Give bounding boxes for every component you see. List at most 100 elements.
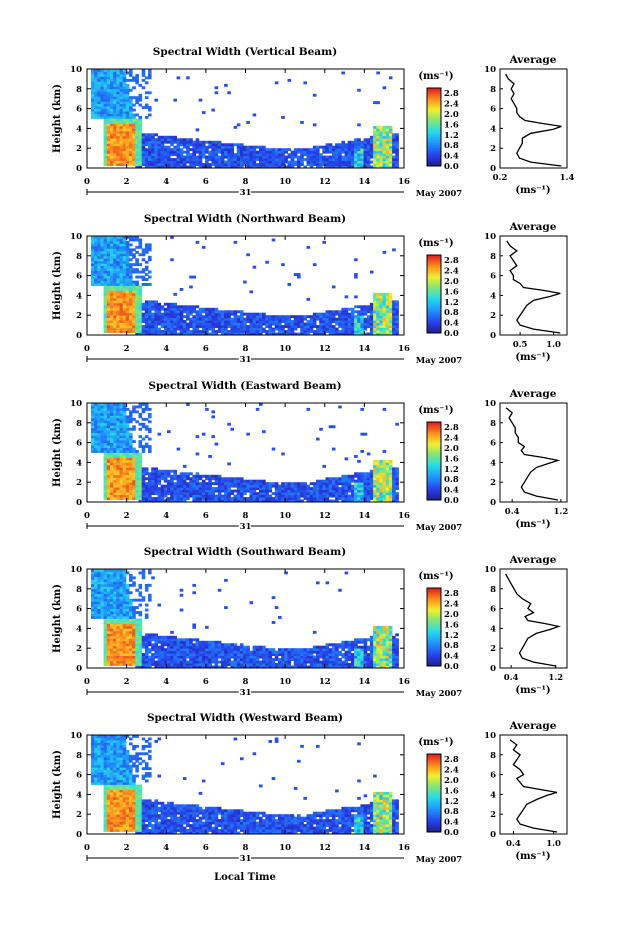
heatmap-cell — [132, 315, 136, 319]
heatmap-cell — [125, 273, 130, 276]
colorbar-swatch — [427, 461, 441, 464]
heatmap-cell — [395, 320, 399, 323]
heatmap-cell — [331, 285, 336, 289]
heatmap-cell — [110, 98, 114, 102]
heatmap-cell — [129, 238, 133, 242]
heatmap-cell — [182, 474, 187, 478]
colorbar-swatch — [427, 294, 441, 297]
heatmap-cell — [205, 474, 209, 478]
heatmap-cell — [255, 499, 260, 503]
heatmap-cell — [135, 325, 139, 328]
heatmap-cell — [331, 487, 336, 490]
heatmap-cell — [129, 427, 133, 431]
heatmap-cell — [119, 430, 124, 434]
heatmap-cell — [233, 484, 238, 488]
heatmap-cell — [341, 330, 345, 333]
heatmap-cell — [154, 317, 158, 321]
heatmap-cell — [224, 487, 228, 490]
heatmap-cell — [379, 479, 383, 483]
heatmap-cell — [94, 260, 98, 264]
heatmap-cell — [303, 148, 307, 152]
heatmap-cell — [132, 238, 136, 242]
heatmap-cell — [312, 489, 317, 493]
heatmap-cell — [354, 310, 358, 314]
heatmap-cell — [129, 121, 133, 124]
heatmap-cell — [138, 462, 143, 466]
heatmap-cell — [110, 447, 114, 451]
heatmap-cell — [116, 265, 120, 269]
heatmap-cell — [100, 86, 105, 90]
heatmap-cell — [144, 317, 149, 321]
heatmap-cell — [113, 477, 117, 481]
heatmap-cell — [100, 278, 105, 281]
heatmap-cell — [116, 603, 120, 607]
heatmap-cell — [262, 482, 266, 486]
heatmap-cell — [138, 297, 143, 301]
heatmap-cell — [366, 474, 371, 478]
heatmap-cell — [224, 163, 228, 166]
heatmap-cell — [262, 148, 266, 152]
heatmap-cell — [233, 310, 238, 314]
heatmap-cell — [94, 405, 98, 409]
heatmap-cell — [122, 275, 127, 279]
heatmap-cell — [176, 143, 181, 147]
colorbar-swatch — [427, 466, 441, 470]
heatmap-cell — [135, 297, 139, 301]
heatmap-cell — [125, 484, 130, 488]
heatmap-cell — [208, 315, 212, 319]
heatmap-cell — [103, 601, 108, 605]
heatmap-cell — [119, 606, 124, 609]
heatmap-cell — [338, 153, 342, 157]
heatmap-cell — [125, 143, 130, 147]
heatmap-cell — [106, 103, 111, 107]
heatmap-cell — [382, 325, 387, 328]
heatmap-cell — [249, 153, 254, 157]
heatmap-cell — [176, 327, 181, 331]
heatmap-cell — [160, 494, 165, 498]
heatmap-cell — [100, 258, 105, 262]
heatmap-cell — [211, 482, 215, 486]
heatmap-cell — [236, 150, 241, 154]
heatmap-cell — [366, 484, 371, 488]
heatmap-cell — [373, 472, 377, 476]
heatmap-cell — [144, 487, 149, 490]
colorbar-tick-label: 0.4 — [444, 319, 459, 329]
heatmap-cell — [335, 155, 339, 159]
heatmap-cell — [186, 143, 190, 147]
heatmap-cell — [135, 459, 139, 463]
heatmap-cell — [129, 250, 133, 254]
heatmap-cell — [119, 420, 124, 424]
heatmap-cell — [208, 482, 212, 486]
heatmap-cell — [91, 596, 95, 600]
heatmap-cell — [125, 625, 130, 629]
heatmap-cell — [354, 140, 358, 144]
heatmap-cell — [97, 440, 101, 443]
heatmap-cell — [170, 494, 174, 498]
heatmap-cell — [217, 143, 222, 147]
heatmap-cell — [135, 78, 139, 82]
y-tick-label: 0 — [76, 331, 82, 341]
heatmap-cell — [116, 128, 120, 132]
heatmap-cell — [110, 125, 114, 129]
heatmap-cell — [97, 88, 101, 92]
heatmap-cell — [278, 315, 282, 319]
colorbar-swatch — [427, 464, 441, 468]
heatmap-cell — [167, 155, 171, 159]
heatmap-cell — [186, 158, 190, 161]
heatmap-cell — [224, 150, 228, 154]
heatmap-cell — [167, 320, 171, 323]
heatmap-cell — [148, 275, 152, 279]
heatmap-cell — [113, 571, 117, 575]
heatmap-cell — [211, 415, 215, 419]
heatmap-cell — [366, 163, 371, 166]
heatmap-cell — [344, 474, 349, 478]
heatmap-cell — [122, 268, 127, 272]
heatmap-cell — [316, 499, 320, 503]
heatmap-cell — [170, 236, 174, 239]
heatmap-cell — [110, 618, 114, 622]
heatmap-cell — [135, 250, 139, 254]
heatmap-cell — [106, 312, 111, 316]
heatmap-cell — [217, 499, 222, 503]
heatmap-cell — [201, 245, 206, 249]
heatmap-cell — [385, 487, 390, 490]
